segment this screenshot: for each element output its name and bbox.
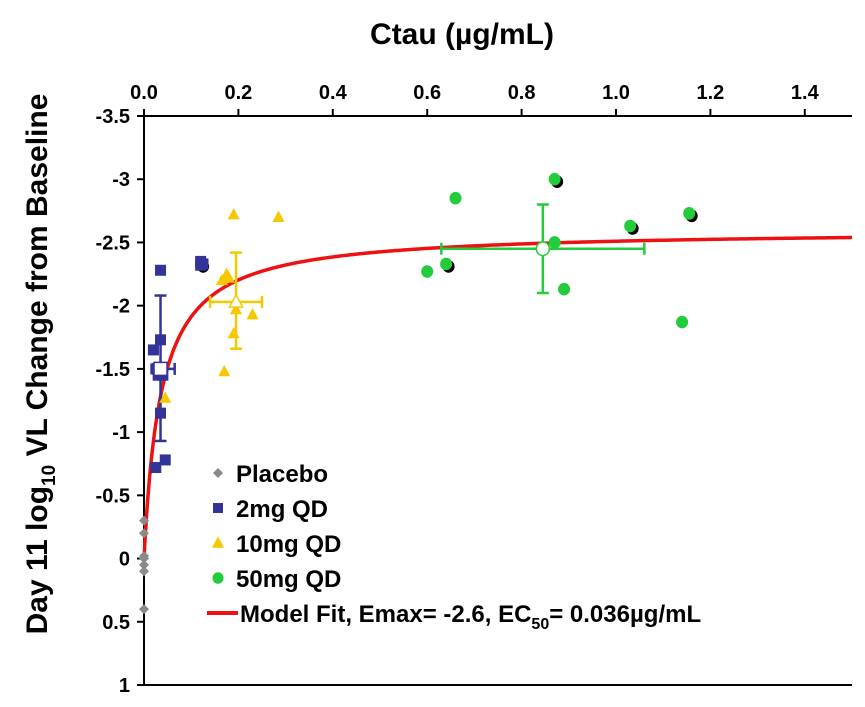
y-tick-label: 0 (119, 549, 130, 571)
data-point-10mg-qd (246, 307, 259, 320)
legend-marker-placebo (213, 468, 223, 478)
legend-marker-50mg-qd (212, 572, 224, 584)
y-tick-label: -1 (112, 422, 130, 444)
data-point-50mg-qd (558, 282, 571, 296)
group-means (153, 241, 551, 377)
data-point-50mg-qd (421, 265, 434, 278)
y-axis-title-sub: 10 (39, 465, 60, 486)
y-tick-label: 1 (119, 675, 130, 697)
y-tick-label: 0.5 (102, 612, 130, 634)
data-point-50mg-qd (440, 257, 453, 271)
legend-label-placebo: Placebo (236, 461, 328, 488)
legend: Placebo 2mg QD 10mg QD 50mg QD Model Fit, Em… (207, 461, 701, 633)
x-tick-label: 0.8 (508, 82, 536, 104)
data-point-placebo (139, 604, 149, 615)
group-mean-marker (153, 361, 168, 377)
data-point-50mg-qd (624, 219, 637, 233)
data-point-10mg-qd (272, 210, 285, 222)
data-point-2mg-qd (197, 258, 209, 270)
legend-label-2mg-qd: 2mg QD (236, 496, 328, 523)
plot-frame (143, 115, 852, 686)
y-axis-ticks: -3.5 -3 -2.5 -2 -1.5 -1 -0.5 0 0.5 1 (96, 106, 144, 697)
legend-label-model-fit: Model Fit, Emax= -2.6, EC50= 0.036µg/mL (240, 601, 701, 633)
y-tick-label: -3 (112, 169, 130, 191)
y-axis-title: Day 11 log10 VL Change from Baseline (21, 94, 60, 635)
data-point-2mg-qd (150, 462, 162, 474)
data-point-placebo (139, 559, 149, 570)
x-tick-label: 1.4 (791, 82, 820, 104)
error-bars (152, 203, 646, 443)
y-tick-label: -2.5 (96, 232, 130, 254)
legend-label-10mg-qd: 10mg QD (236, 531, 341, 558)
model-fit-layer (142, 235, 853, 559)
y-tick-label: -3.5 (96, 106, 130, 128)
y-axis-title-suffix: VL Change from Baseline (21, 94, 54, 465)
x-tick-label: 0.0 (130, 82, 158, 104)
data-point-2mg-qd (147, 344, 159, 356)
legend-marker-10mg-qd (212, 536, 224, 548)
data-point-10mg-qd (227, 208, 240, 220)
y-tick-label: -1.5 (96, 359, 130, 381)
legend-model-fit-sub: 50 (531, 616, 549, 633)
data-point-10mg-qd (230, 302, 243, 315)
data-point-2mg-qd (155, 264, 167, 276)
x-tick-label: 0.6 (413, 82, 441, 104)
data-point-10mg-qd (159, 391, 172, 403)
x-axis-ticks: 0.0 0.2 0.4 0.6 0.8 1.0 1.2 1.4 (130, 82, 820, 116)
x-axis-title: Ctau (µg/mL) (370, 18, 554, 51)
legend-label-50mg-qd: 50mg QD (236, 566, 341, 593)
x-tick-label: 1.0 (602, 82, 630, 104)
y-tick-label: -2 (112, 296, 130, 318)
group-mean-marker (228, 293, 244, 308)
data-points (139, 172, 698, 615)
group-mean-marker (535, 241, 551, 257)
model-fit-line (142, 235, 853, 559)
x-tick-label: 0.4 (319, 82, 348, 104)
data-point-50mg-qd (449, 191, 462, 205)
data-point-2mg-qd (155, 407, 167, 419)
data-point-10mg-qd (222, 271, 235, 283)
legend-model-fit-prefix: Model Fit, Emax= -2.6, EC (240, 601, 531, 628)
data-point-10mg-qd (227, 326, 240, 339)
data-point-50mg-qd (683, 207, 696, 220)
data-point-50mg-qd (548, 236, 561, 249)
data-point-10mg-qd (218, 364, 231, 377)
data-point-50mg-qd (548, 172, 561, 186)
x-tick-label: 1.2 (696, 82, 724, 104)
legend-model-fit-suffix: = 0.036µg/mL (549, 601, 701, 628)
data-point-placebo (139, 551, 149, 562)
data-point-placebo (139, 515, 149, 526)
y-tick-label: -0.5 (96, 485, 130, 507)
data-point-placebo (139, 566, 149, 577)
legend-marker-2mg-qd (213, 503, 223, 513)
data-point-2mg-qd (155, 334, 167, 346)
x-tick-label: 0.2 (224, 82, 252, 104)
y-axis-title-prefix: Day 11 log (21, 486, 54, 634)
data-point-2mg-qd (159, 454, 171, 466)
data-point-placebo (139, 528, 149, 539)
data-point-50mg-qd (676, 315, 689, 329)
